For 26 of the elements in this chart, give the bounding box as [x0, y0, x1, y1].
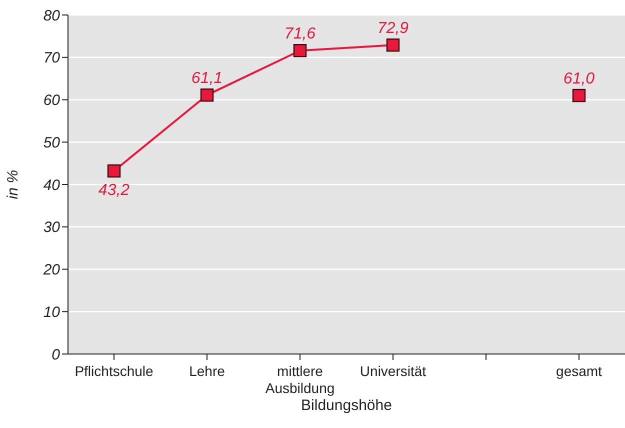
point	[107, 164, 121, 178]
y-tick-label: 30	[43, 219, 61, 236]
data-label: 61,1	[191, 70, 223, 88]
point	[293, 44, 307, 58]
y-tick-label: 70	[43, 50, 61, 67]
x-tick-label: mittlere Ausbildung	[265, 363, 335, 396]
y-tick-label: 0	[52, 346, 61, 364]
y-tick-label: 80	[43, 7, 61, 24]
y-tick-label: 50	[43, 134, 61, 152]
x-tick-label: Universität	[360, 363, 426, 379]
y-tick-label: 20	[42, 262, 61, 279]
x-tick-label: gesamt	[556, 363, 602, 379]
y-tick-label: 10	[43, 304, 61, 321]
y-axis-title: in %	[4, 170, 22, 200]
x-tick-label: Pflichtschule	[74, 363, 154, 379]
x-tick-label: Lehre	[189, 363, 226, 379]
point	[386, 38, 400, 52]
data-label: 43,2	[98, 182, 130, 199]
data-label: 72,9	[377, 20, 409, 38]
point	[572, 88, 586, 102]
point	[200, 88, 214, 102]
y-tick-label: 40	[43, 176, 61, 194]
data-label: 61,0	[563, 70, 595, 88]
data-label: 71,6	[284, 26, 316, 43]
y-tick-label: 60	[43, 92, 61, 110]
x-axis-title: Bildungshöhe	[301, 397, 392, 414]
